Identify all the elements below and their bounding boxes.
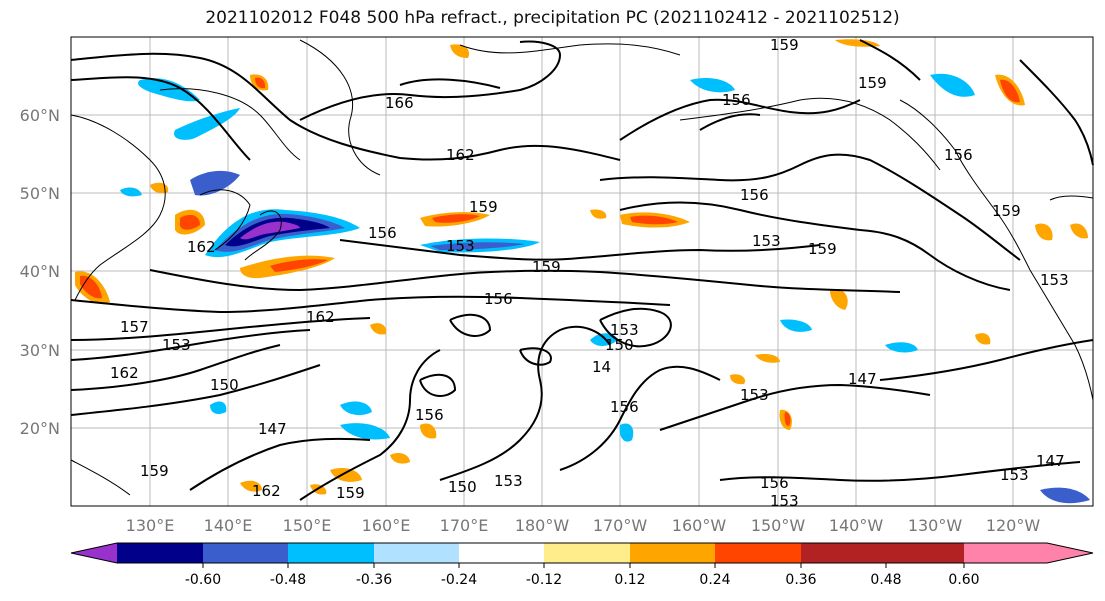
lon-label: 130°E xyxy=(126,516,175,535)
contour-label: 150 xyxy=(448,478,477,496)
colorbar: -0.60 -0.48 -0.36 -0.24 -0.12 0.12 0.24 … xyxy=(70,542,1094,588)
contour-label: 147 xyxy=(258,420,287,438)
lat-label: 20°N xyxy=(20,419,60,438)
colorbar-segment xyxy=(715,543,801,563)
contour-label: 156 xyxy=(722,91,751,109)
contour-label: 150 xyxy=(605,336,634,354)
contour-label: 159 xyxy=(992,202,1021,220)
contour-label: 153 xyxy=(162,336,191,354)
lon-label: 130°W xyxy=(908,516,963,535)
colorbar-tick-label: 0.24 xyxy=(699,572,730,588)
contour-label: 147 xyxy=(1036,452,1065,470)
colorbar-segment xyxy=(801,543,886,563)
lon-label: 150°E xyxy=(283,516,332,535)
contour-label: 150 xyxy=(210,376,239,394)
colorbar-ticks xyxy=(202,563,965,568)
lon-label: 160°W xyxy=(672,516,727,535)
precip-shading xyxy=(75,39,1090,504)
contour-label: 156 xyxy=(760,474,789,492)
lon-label: 170°W xyxy=(593,516,648,535)
lat-label: 30°N xyxy=(20,341,60,360)
colorbar-tick-label: 0.36 xyxy=(785,572,816,588)
coastlines xyxy=(70,39,1094,496)
colorbar-segment xyxy=(374,543,459,563)
colorbar-segment xyxy=(886,543,964,563)
contour-label: 156 xyxy=(944,146,973,164)
colorbar-extend-left xyxy=(71,543,117,563)
contour-label: 162 xyxy=(306,308,335,326)
lon-label: 140°E xyxy=(204,516,253,535)
contour-label: 156 xyxy=(610,398,639,416)
colorbar-tick-label: -0.48 xyxy=(270,572,306,588)
contour-label: 162 xyxy=(252,482,281,500)
contour-labels: 159 159 166 156 162 156 159 156 153 159 … xyxy=(110,36,1069,510)
lon-label: 150°W xyxy=(751,516,806,535)
contour-label: 156 xyxy=(740,186,769,204)
colorbar-segment xyxy=(630,543,715,563)
lon-label: 170°E xyxy=(440,516,489,535)
contour-label: 159 xyxy=(808,240,837,258)
lon-label: 120°W xyxy=(986,516,1041,535)
contour-label: 153 xyxy=(610,321,639,339)
contour-label: 14 xyxy=(592,358,611,376)
colorbar-tick-label: -0.36 xyxy=(356,572,392,588)
contour-label: 162 xyxy=(446,146,475,164)
lat-label: 40°N xyxy=(20,262,60,281)
latitude-labels: 60°N 50°N 40°N 30°N 20°N xyxy=(20,106,60,438)
colorbar-tick-label: 0.60 xyxy=(948,572,979,588)
contour-label: 159 xyxy=(140,462,169,480)
contour-label: 153 xyxy=(752,232,781,250)
lat-label: 60°N xyxy=(20,106,60,125)
contour-label: 159 xyxy=(532,258,561,276)
contour-label: 159 xyxy=(336,484,365,502)
contour-label: 159 xyxy=(770,36,799,54)
longitude-labels: 130°E 140°E 150°E 160°E 170°E 180°W 170°… xyxy=(126,516,1041,535)
contour-label: 157 xyxy=(120,318,149,336)
lon-label: 140°W xyxy=(829,516,884,535)
colorbar-outline xyxy=(70,542,1094,564)
colorbar-segment xyxy=(459,543,544,563)
contour-label: 166 xyxy=(385,94,414,112)
contour-label: 156 xyxy=(484,290,513,308)
contour-label: 153 xyxy=(494,472,523,490)
colorbar-tick-label: 0.48 xyxy=(870,572,901,588)
lon-label: 160°E xyxy=(362,516,411,535)
colorbar-segment xyxy=(203,543,288,563)
contour-label: 153 xyxy=(446,237,475,255)
refractivity-contours xyxy=(70,39,1094,501)
contour-label: 159 xyxy=(858,74,887,92)
contour-label: 156 xyxy=(415,406,444,424)
colorbar-segment xyxy=(117,543,203,563)
colorbar-tick-label: 0.12 xyxy=(614,572,645,588)
contour-label: 147 xyxy=(848,370,877,388)
map-title: 2021102012 F048 500 hPa refract., precip… xyxy=(205,8,900,28)
contour-label: 153 xyxy=(770,492,799,510)
contour-label: 153 xyxy=(740,386,769,404)
colorbar-segment xyxy=(288,543,374,563)
contour-label: 153 xyxy=(1040,271,1069,289)
colorbar-tick-label: -0.12 xyxy=(526,572,562,588)
contour-label: 156 xyxy=(368,224,397,242)
map-frame xyxy=(70,36,1094,507)
colorbar-tick-label: -0.60 xyxy=(185,572,221,588)
lat-label: 50°N xyxy=(20,184,60,203)
lon-label: 180°W xyxy=(515,516,570,535)
colorbar-tick-label: -0.24 xyxy=(441,572,477,588)
contour-label: 162 xyxy=(187,238,216,256)
contour-label: 159 xyxy=(469,198,498,216)
colorbar-segment xyxy=(544,543,630,563)
contour-label: 153 xyxy=(1000,466,1029,484)
colorbar-segment-top xyxy=(964,543,1047,563)
contour-label: 162 xyxy=(110,364,139,382)
